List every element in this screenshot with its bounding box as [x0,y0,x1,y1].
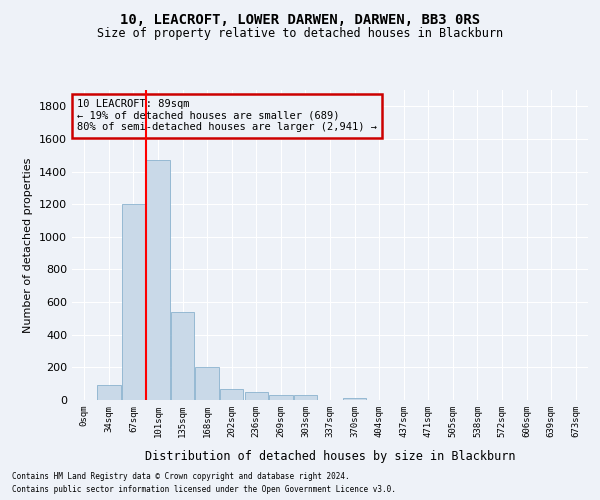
Text: 10 LEACROFT: 89sqm
← 19% of detached houses are smaller (689)
80% of semi-detach: 10 LEACROFT: 89sqm ← 19% of detached hou… [77,100,377,132]
Bar [343,398,366,400]
Y-axis label: Number of detached properties: Number of detached properties [23,158,34,332]
Bar [294,396,317,400]
Bar [146,160,170,400]
Text: Contains public sector information licensed under the Open Government Licence v3: Contains public sector information licen… [12,485,396,494]
Bar [97,386,121,400]
Bar [245,392,268,400]
Text: Size of property relative to detached houses in Blackburn: Size of property relative to detached ho… [97,28,503,40]
Text: Distribution of detached houses by size in Blackburn: Distribution of detached houses by size … [145,450,515,463]
Bar [220,390,244,400]
Bar [196,366,219,400]
Bar [171,312,194,400]
Text: 10, LEACROFT, LOWER DARWEN, DARWEN, BB3 0RS: 10, LEACROFT, LOWER DARWEN, DARWEN, BB3 … [120,12,480,26]
Bar [269,394,293,400]
Text: Contains HM Land Registry data © Crown copyright and database right 2024.: Contains HM Land Registry data © Crown c… [12,472,350,481]
Bar [122,204,145,400]
